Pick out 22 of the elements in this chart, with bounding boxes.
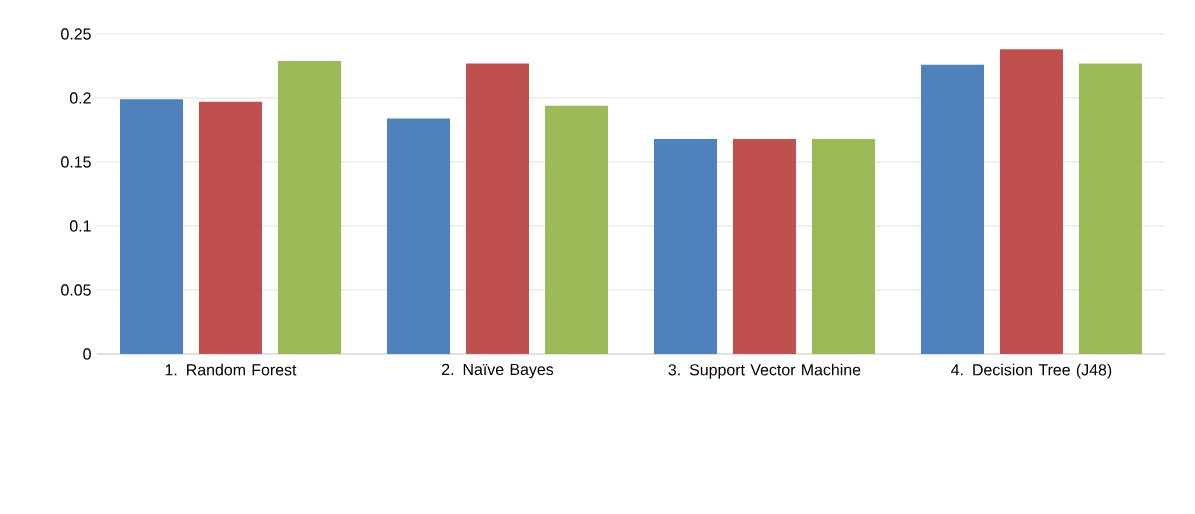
x-tick-label: 4. Decision Tree (J48) — [951, 363, 1112, 379]
x-tick-label: 1. Random Forest — [165, 363, 297, 376]
bar — [465, 63, 529, 354]
bar — [120, 99, 183, 354]
y-tick-label: 0.25 — [61, 28, 91, 40]
bar — [999, 49, 1063, 354]
bar — [278, 60, 341, 354]
y-tick-label: 0.2 — [69, 92, 91, 104]
y-tick-label: 0 — [83, 348, 91, 360]
y-tick-label: 0.05 — [61, 284, 91, 296]
bar — [386, 118, 450, 354]
bar — [920, 64, 984, 354]
bar — [811, 138, 875, 354]
bar — [1078, 63, 1142, 354]
y-tick-label: 0.1 — [69, 220, 91, 232]
x-tick-label: 3. Support Vector Machine — [668, 363, 861, 379]
bar — [199, 101, 262, 354]
y-tick-label: 0.15 — [61, 156, 91, 168]
bar — [653, 138, 717, 354]
bar — [544, 105, 608, 354]
x-tick-label: 2. Naïve Bayes — [442, 363, 554, 379]
bar — [732, 138, 796, 354]
